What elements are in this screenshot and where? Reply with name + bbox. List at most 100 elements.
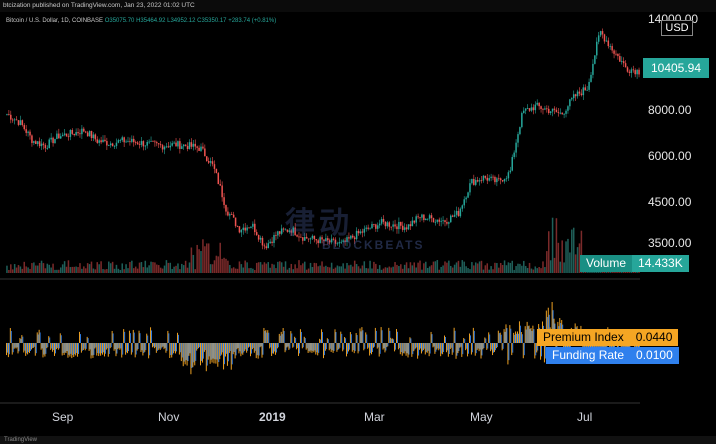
watermark-text: BLOCKBEATS <box>322 238 425 252</box>
premium-index-bar <box>419 343 421 350</box>
funding-rate-bar <box>26 343 28 354</box>
premium-index-bar <box>244 343 246 351</box>
candle-body <box>175 142 177 147</box>
candle-body <box>209 161 212 163</box>
candle-body <box>23 125 26 130</box>
premium-index-bar <box>436 343 438 350</box>
volume-bar <box>42 263 45 273</box>
premium-index-bar <box>307 343 309 353</box>
volume-bar <box>405 262 408 273</box>
premium-index-bar <box>111 330 113 343</box>
price-tick-3500: 3500.00 <box>648 236 692 250</box>
candle-body <box>450 215 452 223</box>
funding-rate-bar <box>285 343 287 351</box>
premium-index-tag: Premium Index 0.0440 <box>537 329 679 346</box>
candle-body <box>392 224 394 227</box>
candle-body <box>586 89 588 91</box>
funding-rate-bar <box>87 338 89 343</box>
candle-body <box>426 218 429 220</box>
volume-bar <box>279 261 281 273</box>
premium-index-bar <box>334 329 336 343</box>
candle-body <box>159 144 162 146</box>
volume-bar <box>144 260 147 273</box>
candle-body <box>344 240 346 242</box>
premium-index-bar <box>259 343 261 348</box>
candle-body <box>311 235 314 239</box>
premium-index-bar <box>69 343 71 357</box>
premium-index-bar <box>234 343 236 359</box>
premium-index-bar <box>38 329 40 343</box>
funding-rate-bar <box>131 343 133 353</box>
volume-bar <box>257 262 260 273</box>
premium-index-bar <box>200 343 202 366</box>
funding-rate-bar <box>389 330 391 343</box>
volume-bar <box>96 262 99 273</box>
funding-rate-bar <box>152 343 154 347</box>
symbol-name: Bitcoin / U.S. Dollar, 1D, COINBASE <box>6 18 104 24</box>
funding-rate-bar <box>602 343 604 350</box>
volume-bar <box>156 264 158 273</box>
candle-body <box>290 230 293 233</box>
volume-bar <box>499 262 502 273</box>
volume-bar <box>127 268 129 273</box>
volume-bar <box>378 265 381 273</box>
candle-body <box>282 228 285 230</box>
funding-rate-bar <box>252 343 254 348</box>
premium-index-bar <box>92 343 94 358</box>
candle-body <box>534 104 537 111</box>
premium-index-bar <box>547 307 549 343</box>
candle-body <box>204 148 206 157</box>
funding-rate-bar <box>627 343 629 350</box>
currency-button[interactable]: USD <box>661 20 693 36</box>
premium-index-bar <box>25 343 27 356</box>
premium-index-bar <box>511 343 513 356</box>
candle-body <box>280 228 283 234</box>
premium-index-bar <box>157 343 159 350</box>
volume-bar <box>230 268 233 273</box>
premium-index-bar <box>363 343 365 351</box>
volume-bar <box>486 263 489 273</box>
volume-bar <box>425 261 427 273</box>
premium-index-bar <box>11 343 13 355</box>
funding-rate-bar <box>70 343 72 354</box>
candle-body <box>338 242 341 244</box>
volume-bar <box>365 268 367 273</box>
candle-body <box>184 144 187 146</box>
volume-bar <box>242 267 245 273</box>
funding-rate-bar <box>381 330 383 343</box>
volume-bar <box>261 264 264 273</box>
volume-bar <box>578 243 581 273</box>
funding-rate-bar <box>471 343 473 353</box>
funding-rate-bar <box>14 343 16 348</box>
funding-rate-bar <box>302 343 304 348</box>
candle-body <box>361 231 364 233</box>
premium-index-bar <box>332 343 334 353</box>
candle-body <box>330 238 333 243</box>
funding-rate-bar <box>552 310 554 343</box>
premium-index-bar <box>326 338 328 343</box>
funding-rate-bar <box>443 343 445 352</box>
volume-bar <box>388 266 391 273</box>
volume-bar <box>211 264 214 273</box>
premium-index-bar <box>217 343 219 367</box>
funding-rate-bar <box>548 314 550 343</box>
candle-body <box>86 132 89 137</box>
funding-rate-bar <box>468 343 470 354</box>
funding-rate-bar <box>103 343 104 353</box>
funding-rate-bar <box>249 343 250 347</box>
premium-index-bar <box>388 327 390 343</box>
funding-rate-bar <box>250 343 252 354</box>
candle-body <box>200 146 202 151</box>
candle-body <box>411 220 414 227</box>
candle-body <box>511 157 513 171</box>
premium-index-bar <box>357 343 359 354</box>
funding-rate-bar <box>179 343 181 353</box>
premium-index-bar <box>32 343 34 348</box>
funding-rate-bar <box>237 343 239 349</box>
funding-rate-bar <box>147 335 149 343</box>
premium-index-bar <box>397 343 399 350</box>
candle-body <box>230 214 233 215</box>
premium-index-bar <box>130 343 132 355</box>
funding-rate-bar <box>85 343 87 349</box>
